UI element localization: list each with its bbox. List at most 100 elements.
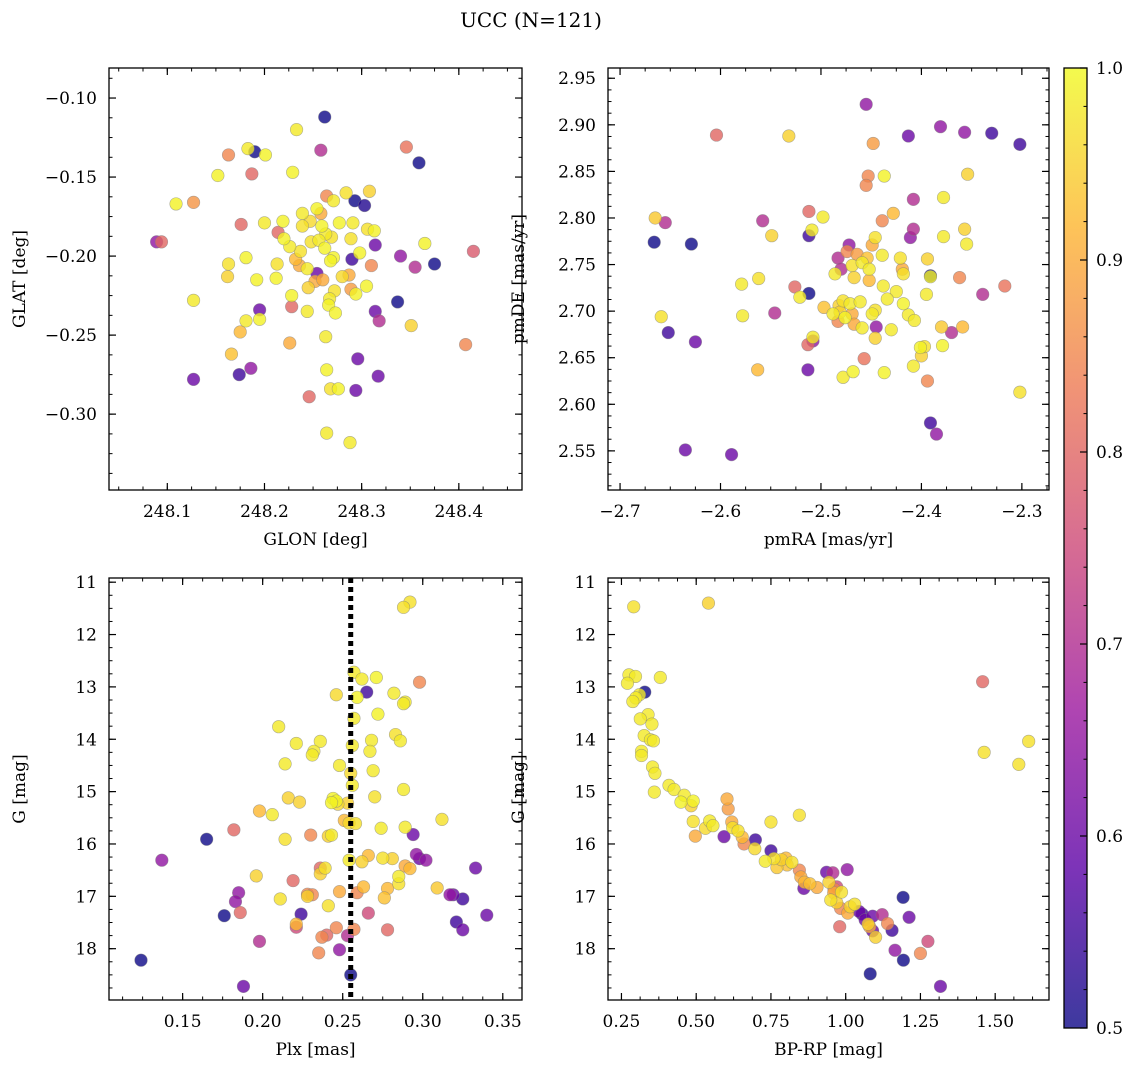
panel-glon-glat: 248.1 248.2 248.3 248.4 −0.30 −0.25 −0.20 −0.15…: [10, 67, 523, 550]
data-point: [403, 861, 417, 876]
data-point: [273, 892, 287, 906]
data-point: [252, 934, 267, 948]
data-point: [285, 300, 299, 314]
data-point: [276, 214, 290, 228]
y-tick-label: 12: [574, 626, 596, 646]
data-point: [419, 853, 433, 867]
y-tick-label: 11: [574, 573, 596, 593]
data-point: [935, 339, 950, 353]
data-point: [286, 165, 300, 179]
data-point: [318, 110, 332, 124]
data-point: [257, 216, 272, 230]
x-axis-label: BP-RP [mag]: [774, 1040, 883, 1060]
data-point: [186, 293, 201, 307]
data-point: [349, 383, 363, 398]
data-point: [344, 232, 358, 246]
data-point: [249, 869, 263, 883]
data-point: [684, 237, 698, 251]
data-point: [645, 717, 659, 731]
data-point: [824, 893, 838, 907]
x-tick-label: 248.1: [143, 502, 192, 522]
data-point: [286, 874, 300, 888]
data-point: [376, 851, 390, 865]
data-point: [314, 143, 328, 157]
data-point: [933, 979, 948, 993]
data-point: [372, 314, 386, 328]
data-point: [667, 782, 681, 797]
data-point: [634, 748, 649, 763]
data-point: [868, 230, 882, 245]
data-point: [371, 369, 385, 383]
data-point: [155, 853, 169, 867]
data-point: [853, 295, 867, 309]
data-point: [748, 842, 762, 856]
data-point: [889, 284, 903, 299]
data-point: [793, 290, 807, 304]
data-point: [865, 307, 879, 321]
y-tick-label: 15: [574, 783, 596, 803]
data-point: [200, 832, 214, 846]
data-point: [923, 270, 938, 284]
data-point: [396, 782, 411, 797]
data-point: [396, 600, 411, 614]
data-point: [877, 366, 891, 380]
data-point: [326, 194, 341, 208]
x-tick-label: 248.2: [240, 502, 289, 522]
data-point: [295, 206, 309, 221]
data-point: [269, 271, 283, 285]
y-tick-label: 16: [75, 835, 97, 855]
data-point: [863, 967, 877, 981]
data-point: [956, 320, 970, 334]
data-point: [901, 129, 915, 143]
data-point: [391, 295, 405, 309]
data-point: [272, 720, 286, 734]
x-tick-label: 0.75: [752, 1012, 790, 1032]
data-point: [976, 287, 990, 301]
colorbar-tick-label: 0.5: [1096, 1019, 1123, 1039]
data-point: [836, 370, 850, 384]
y-tick-label: −0.10: [45, 89, 97, 109]
data-point: [876, 279, 890, 293]
data-point: [834, 885, 849, 899]
x-axis-label: pmRA [mas/yr]: [764, 530, 893, 550]
x-axis-label: GLON [deg]: [263, 530, 367, 550]
y-tick-label: −0.15: [45, 168, 97, 188]
data-point: [888, 943, 902, 957]
data-point: [919, 287, 934, 301]
data-point: [936, 230, 951, 244]
data-point: [227, 823, 241, 837]
axes-frame: [108, 67, 523, 491]
data-point: [356, 880, 371, 894]
data-point: [404, 319, 418, 333]
colorbar-tick-label: 0.9: [1096, 251, 1123, 271]
data-point: [369, 670, 383, 685]
data-point: [848, 897, 862, 911]
data-point: [221, 257, 236, 271]
x-tick-label: 1.00: [827, 1012, 865, 1032]
data-point: [332, 885, 347, 899]
data-point: [896, 953, 911, 967]
data-point: [752, 271, 766, 286]
data-point: [906, 192, 920, 206]
data-point: [305, 748, 319, 762]
y-tick-label: 14: [574, 730, 596, 750]
data-point: [245, 167, 259, 181]
y-tick-label: 2.70: [558, 302, 596, 322]
data-point: [961, 167, 975, 181]
data-point: [250, 273, 264, 287]
data-point: [315, 219, 329, 233]
data-point: [792, 808, 806, 822]
data-point: [826, 307, 840, 321]
data-point: [934, 320, 949, 334]
data-point: [228, 894, 243, 909]
data-point: [701, 596, 716, 610]
data-point: [301, 281, 315, 295]
data-point: [862, 262, 876, 276]
data-point: [998, 279, 1012, 293]
data-point: [868, 331, 882, 345]
data-point: [332, 758, 347, 773]
data-point: [304, 828, 318, 842]
data-point: [648, 211, 662, 225]
y-tick-label: −0.20: [45, 247, 97, 267]
